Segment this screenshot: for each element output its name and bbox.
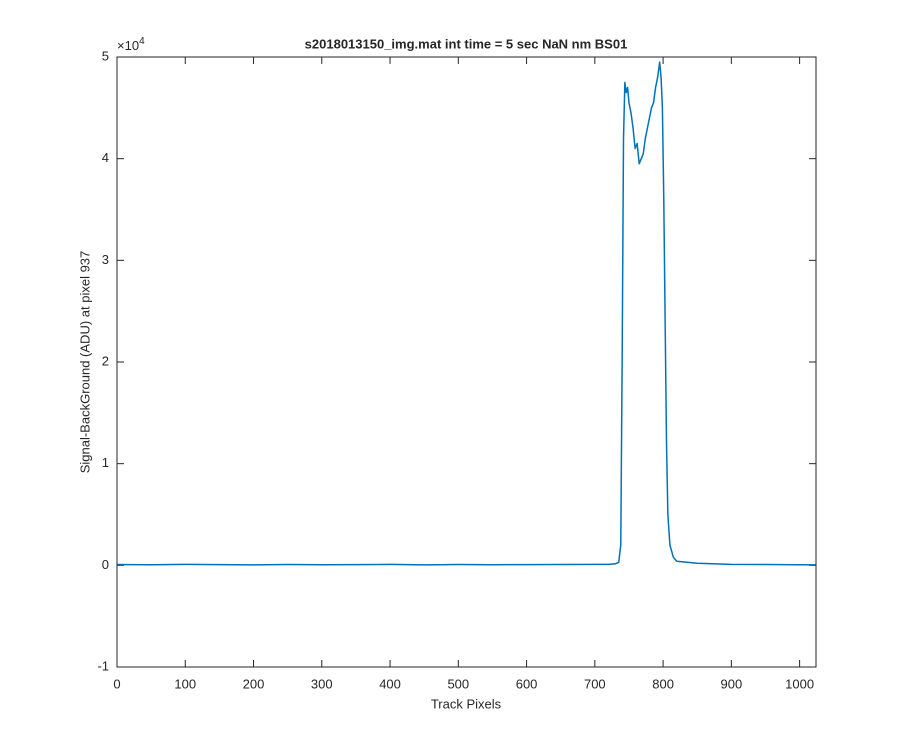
plot-frame xyxy=(116,56,817,668)
y-tick-label: 0 xyxy=(102,557,109,572)
exponent-power: 4 xyxy=(139,36,145,47)
x-tick-label: 200 xyxy=(243,676,265,691)
y-tick-label: 4 xyxy=(102,150,109,165)
x-tick-label: 500 xyxy=(447,676,469,691)
x-tick-label: 0 xyxy=(113,676,120,691)
y-tick-label: -1 xyxy=(97,658,109,673)
x-tick-label: 300 xyxy=(311,676,333,691)
x-tick-label: 700 xyxy=(584,676,606,691)
y-tick-label: 1 xyxy=(102,455,109,470)
x-tick-label: 1000 xyxy=(785,676,814,691)
data-line xyxy=(116,61,817,566)
exponent-base: ×10 xyxy=(117,38,139,53)
y-tick-label: 5 xyxy=(102,48,109,63)
x-tick-label: 800 xyxy=(652,676,674,691)
y-axis-label: Signal-BackGround (ADU) at pixel 937 xyxy=(77,251,92,474)
y-exponent: ×104 xyxy=(117,36,145,54)
y-tick-label: 3 xyxy=(102,252,109,267)
x-tick-label: 900 xyxy=(721,676,743,691)
x-tick-label: 600 xyxy=(516,676,538,691)
y-tick-label: 2 xyxy=(102,353,109,368)
x-tick-label: 100 xyxy=(174,676,196,691)
x-axis-label: Track Pixels xyxy=(431,696,502,711)
chart-title: s2018013150_img.mat int time = 5 sec NaN… xyxy=(305,36,628,51)
x-tick-label: 400 xyxy=(379,676,401,691)
